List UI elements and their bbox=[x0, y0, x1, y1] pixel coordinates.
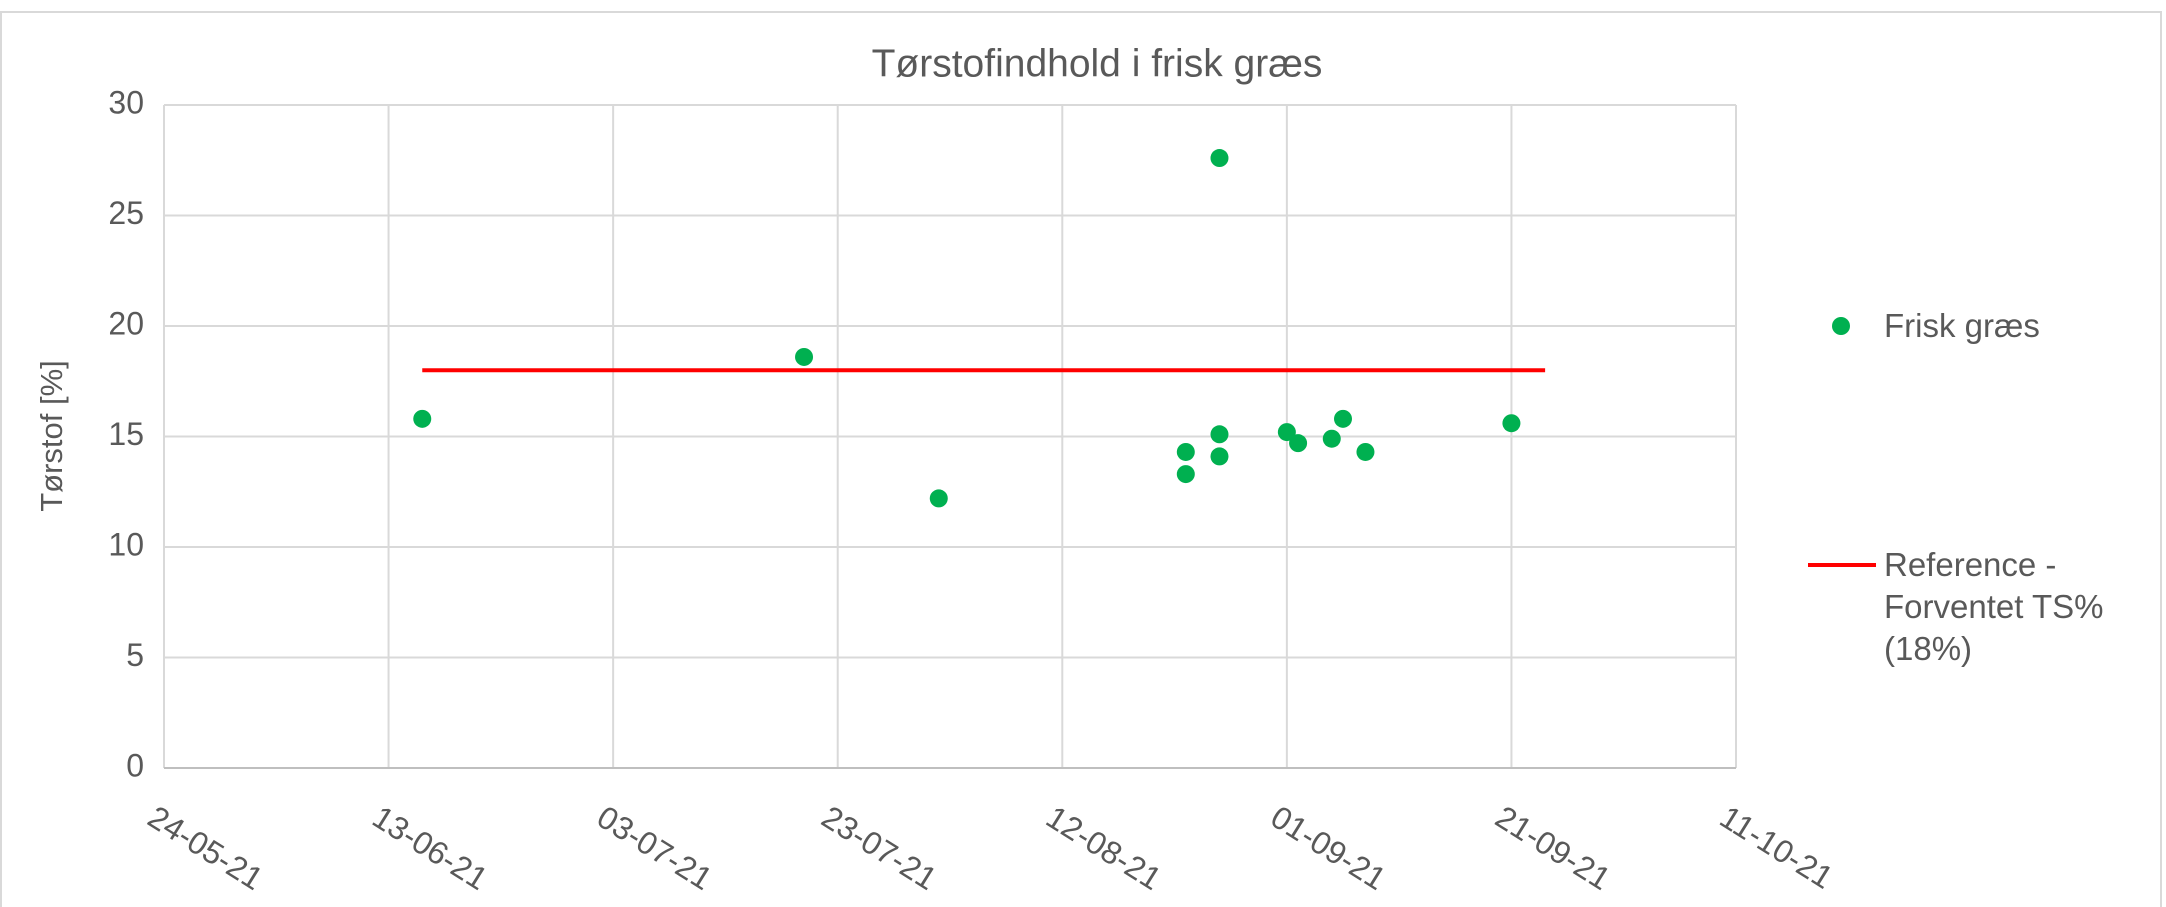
point bbox=[1210, 425, 1229, 444]
legend-marker bbox=[1832, 317, 1850, 335]
point bbox=[1210, 149, 1229, 168]
point bbox=[1289, 434, 1308, 453]
legend-label: Reference - Forventet TS% (18%) bbox=[1884, 546, 2104, 667]
chart-frame bbox=[0, 11, 2162, 907]
point bbox=[1502, 414, 1521, 433]
point bbox=[795, 347, 814, 366]
point bbox=[929, 489, 948, 508]
point bbox=[1176, 442, 1195, 461]
x-tick-label: 03-07-21 bbox=[591, 799, 719, 897]
y-tick-label: 30 bbox=[108, 84, 144, 120]
point bbox=[1210, 447, 1229, 466]
y-tick-label: 20 bbox=[108, 305, 144, 341]
x-tick-label: 13-06-21 bbox=[366, 799, 494, 897]
x-tick-label: 21-09-21 bbox=[1489, 799, 1617, 897]
y-axis-label: Tørstof [%] bbox=[34, 360, 69, 512]
legend-label: Frisk græs bbox=[1884, 307, 2040, 344]
x-tick-label: 11-10-21 bbox=[1714, 799, 1840, 896]
point bbox=[413, 409, 432, 428]
y-tick-label: 10 bbox=[108, 526, 144, 562]
x-tick-label: 01-09-21 bbox=[1265, 799, 1393, 897]
y-tick-label: 25 bbox=[108, 195, 144, 231]
chart-title: Tørstofindhold i frisk græs bbox=[872, 42, 1323, 85]
point bbox=[1322, 429, 1341, 448]
x-tick-label: 23-07-21 bbox=[816, 799, 944, 897]
point bbox=[1334, 409, 1352, 428]
x-tick-label: 12-08-21 bbox=[1040, 799, 1168, 897]
y-tick-label: 15 bbox=[108, 416, 144, 452]
point bbox=[1277, 423, 1296, 442]
y-tick-label: 0 bbox=[126, 747, 144, 783]
x-tick-label: 24-05-21 bbox=[142, 799, 270, 897]
y-tick-label: 5 bbox=[126, 637, 144, 673]
point bbox=[1356, 442, 1375, 461]
point bbox=[1176, 465, 1195, 484]
